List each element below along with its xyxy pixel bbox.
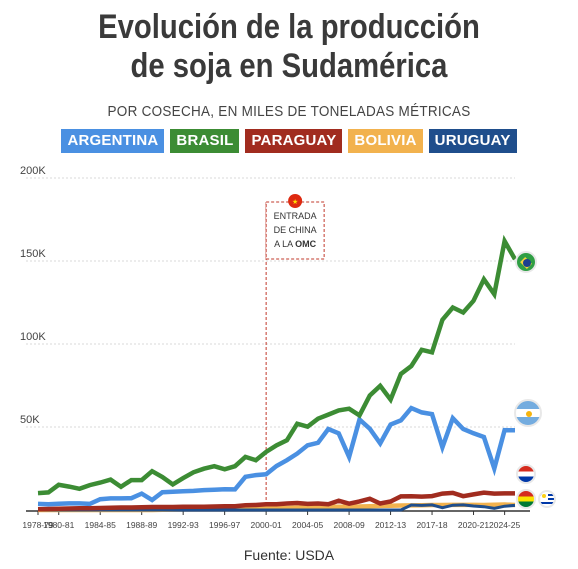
- bolivia-flag-icon: [516, 489, 536, 509]
- series-line-argentina: [37, 405, 516, 507]
- annotation-text-2: DE CHINA: [274, 225, 317, 235]
- annotation-text-3b: OMC: [295, 239, 316, 249]
- china-wto-annotation: ★ ENTRADA DE CHINA A LA OMC: [265, 194, 325, 510]
- series-line-brasil: [37, 234, 517, 496]
- x-tick-label: 1980-81: [43, 520, 74, 530]
- legend-paraguay: PARAGUAY: [245, 129, 343, 153]
- annotation-box: [265, 201, 325, 260]
- x-tick-label: 1992-93: [168, 520, 199, 530]
- legend-argentina: ARGENTINA: [61, 129, 165, 153]
- x-tick-label: 2000-01: [251, 520, 282, 530]
- legend-bolivia: BOLIVIA: [348, 129, 423, 153]
- series-line-paraguay: [37, 490, 515, 512]
- paraguay-flag-icon: [516, 464, 536, 484]
- source-note: Fuente: USDA: [243, 547, 335, 563]
- chart-title: Evolución de la producción de soja en Su…: [40, 8, 537, 86]
- x-tick-label: 1984-85: [85, 520, 116, 530]
- annotation-text-3a: A LA: [274, 239, 293, 249]
- y-tick-label: 150K: [20, 248, 46, 260]
- x-tick-label: 2024-25: [489, 520, 520, 530]
- x-tick-label: 2008-09: [333, 520, 364, 530]
- legend-uruguay: URUGUAY: [428, 129, 517, 153]
- x-tick-label: 2020-21: [458, 520, 489, 530]
- series-lines: [37, 234, 517, 513]
- annotation-text-1: ENTRADA: [274, 211, 317, 221]
- x-tick-label: 2017-18: [416, 520, 447, 530]
- annotation-text-3: A LA OMC: [274, 239, 317, 249]
- x-tick-label: 1978-79: [22, 520, 53, 530]
- y-axis: 50K 100K 150K 200K: [20, 165, 515, 428]
- brazil-flag-icon: [515, 251, 537, 273]
- y-tick-label: 50K: [20, 414, 40, 426]
- china-flag-icon: [288, 194, 303, 208]
- chart-subtitle: POR COSECHA, EN MILES DE TONELADAS MÉTRI…: [107, 103, 471, 120]
- x-tick-label: 1988-89: [126, 520, 157, 530]
- legend: ARGENTINA BRASIL PARAGUAY BOLIVIA URUGUA…: [0, 129, 578, 153]
- series-line-uruguay: [38, 503, 516, 512]
- china-star-icon: ★: [292, 198, 298, 206]
- argentina-flag-icon: [514, 399, 542, 427]
- y-tick-label: 200K: [20, 165, 46, 177]
- x-tick-label: 2012-13: [375, 520, 406, 530]
- uruguay-flag-icon: [538, 490, 556, 508]
- y-tick-label: 100K: [20, 331, 46, 343]
- x-tick-label: 1996-97: [209, 520, 240, 530]
- title-line-1: Evolución de la producción: [98, 8, 480, 46]
- legend-brasil: BRASIL: [170, 129, 240, 153]
- title-line-2: de soja en Sudamérica: [130, 47, 448, 85]
- x-tick-label: 2004-05: [292, 520, 323, 530]
